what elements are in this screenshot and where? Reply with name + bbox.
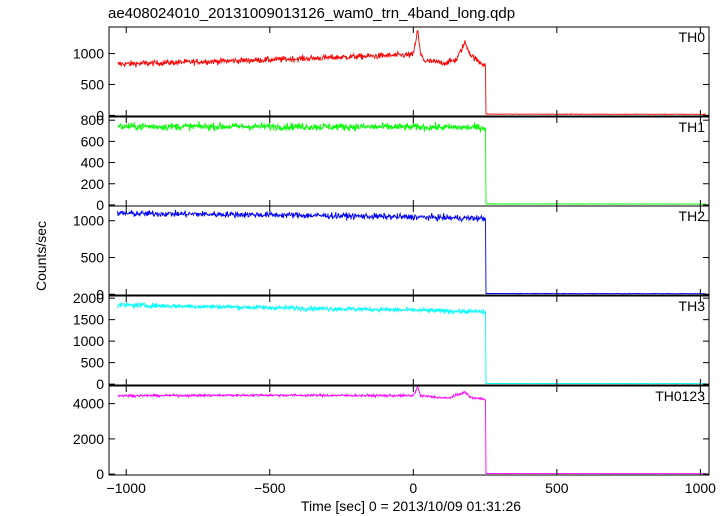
x-tick-label: 0 [409,480,417,496]
panel-th0123-frame [108,385,710,476]
panel-th3-ytick-label: 0 [96,376,104,392]
panel-th1-ytick-label: 400 [81,155,105,171]
panel-th2-ytick-label: 0 [96,286,104,302]
panel-th0123-ytick-label: 2000 [73,431,104,447]
panel-th0-ytick-label: 0 [96,107,104,123]
x-tick-label: −500 [254,480,286,496]
panel-th3-frame [108,295,710,386]
panel-th0123-ytick-label: 0 [96,466,104,482]
panel-th0-ytick-label: 500 [81,76,105,92]
panel-th3-ytick-label: 1500 [73,312,104,328]
panels: 0 500 1000 TH0 0 200 400 600 800 TH1 0 500 1000 TH2 0 5… [73,26,716,496]
series-th2-line [117,209,707,295]
series-th0123-line [117,386,707,475]
y-axis-label: Counts/sec [33,221,49,291]
panel-th1-ytick-label: 0 [96,197,104,213]
panel-th2-label: TH2 [679,208,706,224]
panel-th3-ytick-label: 1000 [73,333,104,349]
panel-th0-label: TH0 [679,29,706,45]
series-th1-line [117,121,707,206]
panel-th3-label: TH3 [679,298,706,314]
panel-th0123-label: TH0123 [655,388,705,404]
x-tick-label: −1000 [107,480,147,496]
x-tick-label: 500 [545,480,569,496]
panel-th1-ytick-label: 800 [81,112,105,128]
series-th3-line [117,301,707,385]
x-tick-label: 1000 [685,480,716,496]
panel-th0-ytick-label: 1000 [73,46,104,62]
panel-th3-ytick-label: 500 [81,355,105,371]
panel-th1-frame [108,116,710,207]
panel-th2-ytick-label: 1000 [73,213,104,229]
panel-th2-frame [108,205,710,296]
panel-th3-ytick-label: 2000 [73,290,104,306]
x-axis-label: Time [sec] 0 = 2013/10/09 01:31:26 [301,498,521,514]
panel-th1-ytick-label: 600 [81,133,105,149]
panel-th0123-ytick-label: 4000 [73,396,104,412]
panel-th0-frame [108,26,710,117]
panel-th1-ytick-label: 200 [81,176,105,192]
series-th0-line [117,29,706,116]
panel-th1-label: TH1 [679,119,706,135]
chart-title: ae408024010_20131009013126_wam0_trn_4ban… [108,5,515,22]
panel-th2-ytick-label: 500 [81,249,105,265]
